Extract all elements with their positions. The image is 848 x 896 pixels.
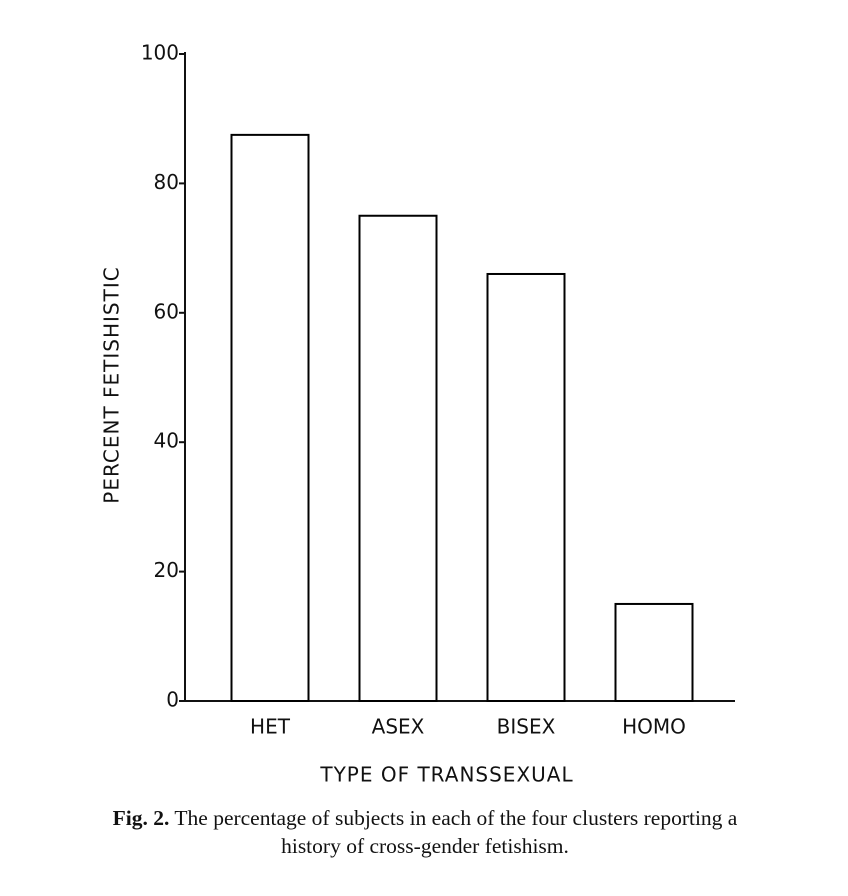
bar bbox=[230, 133, 310, 702]
caption-text: The percentage of subjects in each of th… bbox=[174, 806, 738, 858]
y-axis-title: PERCENT FETISHISTIC bbox=[100, 266, 124, 503]
x-axis-title: TYPE OF TRANSSEXUAL bbox=[319, 763, 573, 787]
y-tick-label: 80 bbox=[154, 170, 179, 194]
caption: Fig. 2. The percentage of subjects in ea… bbox=[95, 804, 755, 860]
caption-label: Fig. 2. bbox=[112, 806, 170, 830]
y-tick-label: 60 bbox=[154, 299, 179, 323]
y-tick-label: 40 bbox=[154, 429, 179, 453]
bar bbox=[486, 272, 566, 702]
x-tick-label: ASEX bbox=[372, 715, 425, 739]
y-tick-label: 20 bbox=[154, 558, 179, 582]
x-tick-label: HET bbox=[250, 715, 291, 739]
bar bbox=[358, 214, 438, 702]
chart: TYPE OF TRANSSEXUAL PERCENT FETISHISTIC … bbox=[100, 41, 735, 787]
x-tick-label: BISEX bbox=[497, 715, 556, 739]
x-tick-label: HOMO bbox=[622, 715, 686, 739]
y-tick-label: 0 bbox=[166, 688, 179, 712]
bar bbox=[614, 602, 694, 703]
y-tick-label: 100 bbox=[141, 41, 179, 65]
